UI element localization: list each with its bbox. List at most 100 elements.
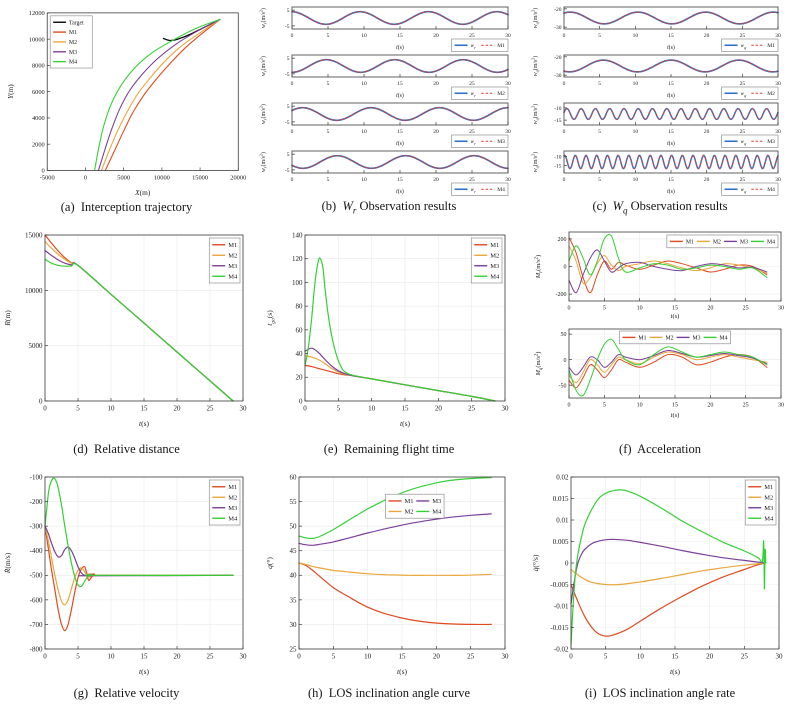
svg-text:Mq(m/s2): Mq(m/s2) bbox=[534, 352, 544, 377]
wr-observation-m4-chart: 0 5 10 15 20 25 30 5 -5 t(s) wr(m/s2) wr M4 bbox=[259, 150, 511, 196]
svg-text:R(m): R(m) bbox=[3, 310, 12, 327]
svg-text:40: 40 bbox=[296, 350, 304, 358]
svg-text:M4: M4 bbox=[228, 274, 238, 281]
svg-text:15: 15 bbox=[668, 129, 674, 135]
svg-text:10: 10 bbox=[361, 81, 367, 87]
svg-text:25: 25 bbox=[743, 306, 749, 312]
svg-text:5: 5 bbox=[598, 81, 601, 87]
svg-text:0: 0 bbox=[43, 405, 47, 413]
svg-text:-0.02: -0.02 bbox=[554, 645, 569, 653]
svg-text:20: 20 bbox=[296, 374, 304, 382]
svg-text:20: 20 bbox=[433, 177, 439, 183]
svg-text:0: 0 bbox=[299, 397, 303, 405]
svg-text:0: 0 bbox=[565, 559, 569, 567]
wq-observation-m4-chart: 0 5 10 15 20 25 30 -10 -15 t(s) wq(m/s2) wq M4 bbox=[531, 150, 781, 196]
svg-text:15: 15 bbox=[140, 653, 148, 661]
wr-observation-m2-chart: 0 5 10 15 20 25 30 5 -5 t(s) wr(m/s2) wr M2 bbox=[259, 54, 511, 100]
svg-text:-100: -100 bbox=[29, 473, 42, 481]
subfigure-h: 0 5 10 15 20 25 30 25 30 35 40 45 50 55 60 t(s) q(°) M1 M3… bbox=[253, 464, 525, 708]
svg-text:20: 20 bbox=[707, 306, 713, 312]
svg-text:wr(m/s2): wr(m/s2) bbox=[259, 8, 268, 28]
acceleration-stack: 0 5 10 15 20 25 30 -200 0 200 t(s) Mr(m/s2) M1 M2 M3 M4… bbox=[531, 227, 789, 422]
wr-observation-m1-chart: 0 5 10 15 20 25 30 5 -5 t(s) wr(m/s2) wr M1 bbox=[259, 6, 511, 52]
svg-text:25: 25 bbox=[469, 177, 475, 183]
svg-text:wq(m/s2): wq(m/s2) bbox=[531, 104, 540, 124]
caption-f: (f) Acceleration bbox=[619, 442, 701, 456]
svg-text:M4: M4 bbox=[497, 187, 505, 193]
svg-text:wq(m/s2): wq(m/s2) bbox=[531, 56, 540, 76]
svg-text:20: 20 bbox=[707, 403, 713, 409]
svg-text:20: 20 bbox=[704, 81, 710, 87]
svg-text:15: 15 bbox=[668, 81, 674, 87]
svg-text:Target: Target bbox=[68, 20, 83, 26]
svg-text:5: 5 bbox=[287, 104, 290, 110]
svg-text:50: 50 bbox=[561, 332, 567, 338]
svg-text:15: 15 bbox=[397, 129, 403, 135]
svg-text:20: 20 bbox=[433, 653, 441, 661]
svg-text:t(s): t(s) bbox=[397, 667, 408, 676]
caption-h: (h) LOS inclination angle curve bbox=[307, 686, 471, 700]
svg-text:20000: 20000 bbox=[230, 174, 246, 181]
svg-text:M2: M2 bbox=[497, 91, 505, 97]
subfigure-g: 0 5 10 15 20 25 30 -800 -700 -600 -500 -400 -300 -200… bbox=[0, 464, 253, 708]
svg-text:15: 15 bbox=[672, 653, 680, 661]
svg-text:M4: M4 bbox=[767, 187, 775, 193]
svg-text:wr(m/s2): wr(m/s2) bbox=[259, 56, 268, 76]
svg-text:0: 0 bbox=[564, 358, 567, 364]
svg-text:55: 55 bbox=[290, 498, 298, 506]
svg-text:t(s): t(s) bbox=[667, 188, 675, 195]
svg-text:15: 15 bbox=[140, 405, 148, 413]
svg-text:0: 0 bbox=[83, 174, 86, 181]
svg-text:M3: M3 bbox=[490, 263, 499, 270]
svg-text:M3: M3 bbox=[764, 505, 773, 512]
svg-text:10: 10 bbox=[368, 405, 376, 413]
svg-text:M3: M3 bbox=[228, 263, 237, 270]
svg-text:wq: wq bbox=[741, 139, 747, 146]
svg-text:25: 25 bbox=[469, 33, 475, 39]
svg-text:0: 0 bbox=[291, 177, 294, 183]
svg-text:15: 15 bbox=[402, 405, 410, 413]
svg-text:wq: wq bbox=[741, 187, 747, 194]
svg-text:5: 5 bbox=[603, 403, 606, 409]
svg-text:-800: -800 bbox=[29, 645, 42, 653]
svg-text:-300: -300 bbox=[29, 523, 42, 531]
svg-text:-0.01: -0.01 bbox=[554, 602, 569, 610]
svg-text:30: 30 bbox=[775, 81, 781, 87]
svg-text:5: 5 bbox=[598, 177, 601, 183]
svg-text:M2: M2 bbox=[490, 253, 499, 260]
svg-text:0.02: 0.02 bbox=[556, 473, 569, 481]
svg-text:10: 10 bbox=[633, 129, 639, 135]
svg-text:25: 25 bbox=[740, 129, 746, 135]
svg-text:10: 10 bbox=[107, 653, 115, 661]
wq-observation-m1-chart: 0 5 10 15 20 25 30 -20 -30 t(s) wq(m/s2) wq M1 bbox=[531, 6, 781, 52]
svg-text:25: 25 bbox=[467, 653, 475, 661]
caption-i: (i) LOS inclination angle rate bbox=[584, 686, 736, 700]
svg-text:M4: M4 bbox=[490, 274, 500, 281]
caption-c: (c) Wq Observation results bbox=[592, 198, 728, 216]
svg-text:20: 20 bbox=[173, 653, 181, 661]
svg-text:5: 5 bbox=[598, 33, 601, 39]
svg-text:t(s): t(s) bbox=[396, 188, 404, 195]
svg-text:25: 25 bbox=[740, 81, 746, 87]
svg-text:M3: M3 bbox=[432, 498, 441, 505]
caption-e: (e) Remaining flight time bbox=[323, 442, 455, 456]
svg-text:M3: M3 bbox=[228, 505, 237, 512]
svg-text:10: 10 bbox=[637, 403, 643, 409]
svg-text:8000: 8000 bbox=[31, 63, 44, 70]
svg-text:wq(m/s2): wq(m/s2) bbox=[531, 8, 540, 28]
svg-text:0: 0 bbox=[563, 81, 566, 87]
svg-text:t(s): t(s) bbox=[396, 92, 404, 99]
svg-text:M2: M2 bbox=[713, 239, 721, 245]
svg-text:M3: M3 bbox=[68, 50, 76, 56]
wr-observation-stack: 0 5 10 15 20 25 30 5 -5 t(s) wr(m/s2) wr M1 0 5 10 15 20… bbox=[258, 5, 520, 196]
svg-text:M4: M4 bbox=[68, 60, 76, 66]
svg-text:10: 10 bbox=[637, 653, 645, 661]
svg-text:0.005: 0.005 bbox=[553, 538, 569, 546]
svg-text:2000: 2000 bbox=[31, 141, 44, 148]
svg-text:30: 30 bbox=[505, 177, 511, 183]
caption-b: (b) Wr Observation results bbox=[321, 198, 457, 216]
svg-text:wr: wr bbox=[471, 187, 477, 194]
svg-text:t(s): t(s) bbox=[667, 92, 675, 99]
wr-observation-m3-chart: 0 5 10 15 20 25 30 5 -5 t(s) wr(m/s2) wr M3 bbox=[259, 102, 511, 148]
